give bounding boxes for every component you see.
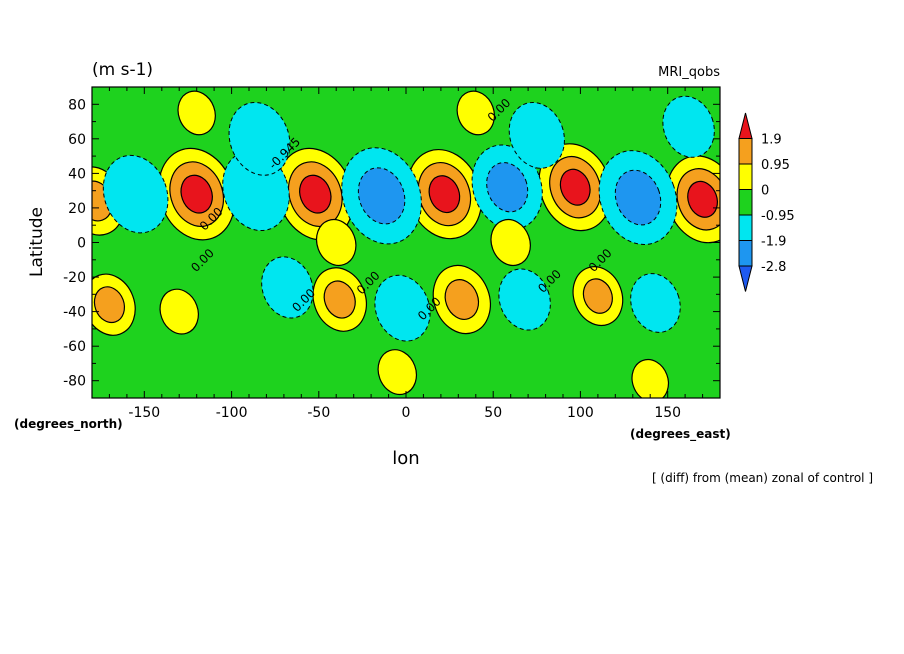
plot-background [92,87,720,398]
contour-level-10-1 [486,162,529,213]
x-axis: -150 -100 -50 0 50 100 150 [108,87,704,421]
contour-level-6-0 [102,154,169,234]
contour-level-21-0 [630,273,681,333]
x-tick-label: 50 [484,405,502,421]
contour-level-18-0 [261,256,314,319]
contour-cell-4 [665,155,720,244]
contour-cell-27 [456,90,496,136]
y-tick-label: -40 [63,305,86,321]
colorbar: 1.9 0.95 0 -0.95 -1.9 -2.8 [738,112,795,292]
contour-cell-18 [261,256,314,319]
colorbar-label: 1.9 [761,133,782,148]
contour-cell-9 [341,147,422,245]
contour-cell-23 [490,218,531,267]
contour-cell-8 [228,101,291,176]
x-units-label: (degrees_east) [630,427,731,442]
contour-cell-0 [158,147,236,241]
y-axis: 80 60 40 20 0 -20 -40 -60 -80 [63,97,720,390]
y-tick-label: 60 [68,132,86,148]
colorbar-segment [738,189,753,216]
contour-cell-11 [598,150,678,245]
contour-level-2-2 [428,175,461,214]
y-units-label: (degrees_north) [14,417,123,432]
contour-cell-22 [315,218,357,267]
chart-title: (m s-1) [92,60,153,80]
y-tick-label: -80 [63,374,86,390]
contour-level-4-2 [687,180,718,218]
contour-cell-3 [538,143,612,232]
contour-cell-14 [92,273,136,336]
caption: [ (diff) from (mean) zonal of control ] [652,471,873,485]
x-tick-label: -100 [216,405,248,421]
contour-level-19-0 [374,274,431,342]
contour-cell-25 [377,349,418,396]
contour-cell-20 [498,268,551,331]
colorbar-label: -2.8 [761,260,786,275]
contour-cell-17 [572,266,624,327]
contour-level-23-0 [490,218,531,267]
contour-level-8-0 [228,101,291,176]
y-tick-label: -20 [63,270,86,286]
colorbar-label: 0.95 [761,158,790,173]
contour-level-11-1 [614,169,662,226]
contour-cell-19 [374,274,431,342]
contour-cell-15 [312,267,367,332]
colorbar-label: -0.95 [761,209,795,224]
y-tick-label: 40 [68,166,86,182]
contour-field [92,90,720,398]
x-tick-label: 0 [402,405,411,421]
x-tick-label: 100 [567,405,594,421]
contour-level-27-0 [456,90,496,136]
contour-level-13-0 [662,95,715,158]
contour-cell-13 [662,95,715,158]
contour-level-12-0 [508,101,565,169]
x-tick-label: -150 [128,405,160,421]
colorbar-label: 0 [761,184,769,199]
y-tick-label: -60 [63,339,86,355]
contour-level-3-2 [559,168,591,206]
contour-level-1-2 [299,174,332,214]
contour-level-9-1 [357,167,406,225]
colorbar-segment [738,163,753,190]
colorbar-segment [738,240,753,267]
colorbar-label: -1.9 [761,235,786,250]
contour-level-22-0 [315,218,357,267]
contour-level-26-0 [177,90,216,136]
contour-level-25-0 [377,349,418,396]
colorbar-segment [738,214,753,241]
contour-cell-12 [508,101,565,169]
colorbar-triangle-top [738,112,753,139]
contour-level-17-1 [582,278,613,314]
contour-cell-16 [432,264,491,335]
x-tick-label: -50 [307,405,330,421]
contour-cell-6 [102,154,169,234]
contour-level-0-2 [180,174,213,214]
contour-cell-24 [159,288,199,335]
contour-level-20-0 [498,268,551,331]
colorbar-segment [738,138,753,165]
contour-cell-28 [631,358,670,398]
x-axis-label: lon [392,448,419,469]
y-tick-label: 20 [68,201,86,217]
y-axis-label: Latitude [27,207,47,277]
colorbar-triangle-bottom [738,265,753,292]
contour-level-28-0 [631,358,670,398]
contour-level-16-1 [444,279,480,320]
contour-cell-21 [630,273,681,333]
y-tick-label: 80 [68,97,86,113]
y-tick-label: 0 [77,236,86,252]
contour-cell-26 [177,90,216,136]
contour-cell-10 [471,144,543,230]
contour-level-24-0 [159,288,199,335]
model-label: MRI_qobs [658,65,720,80]
contour-level-15-1 [323,280,356,319]
contour-level-14-1 [93,286,126,324]
x-tick-label: 150 [654,405,681,421]
